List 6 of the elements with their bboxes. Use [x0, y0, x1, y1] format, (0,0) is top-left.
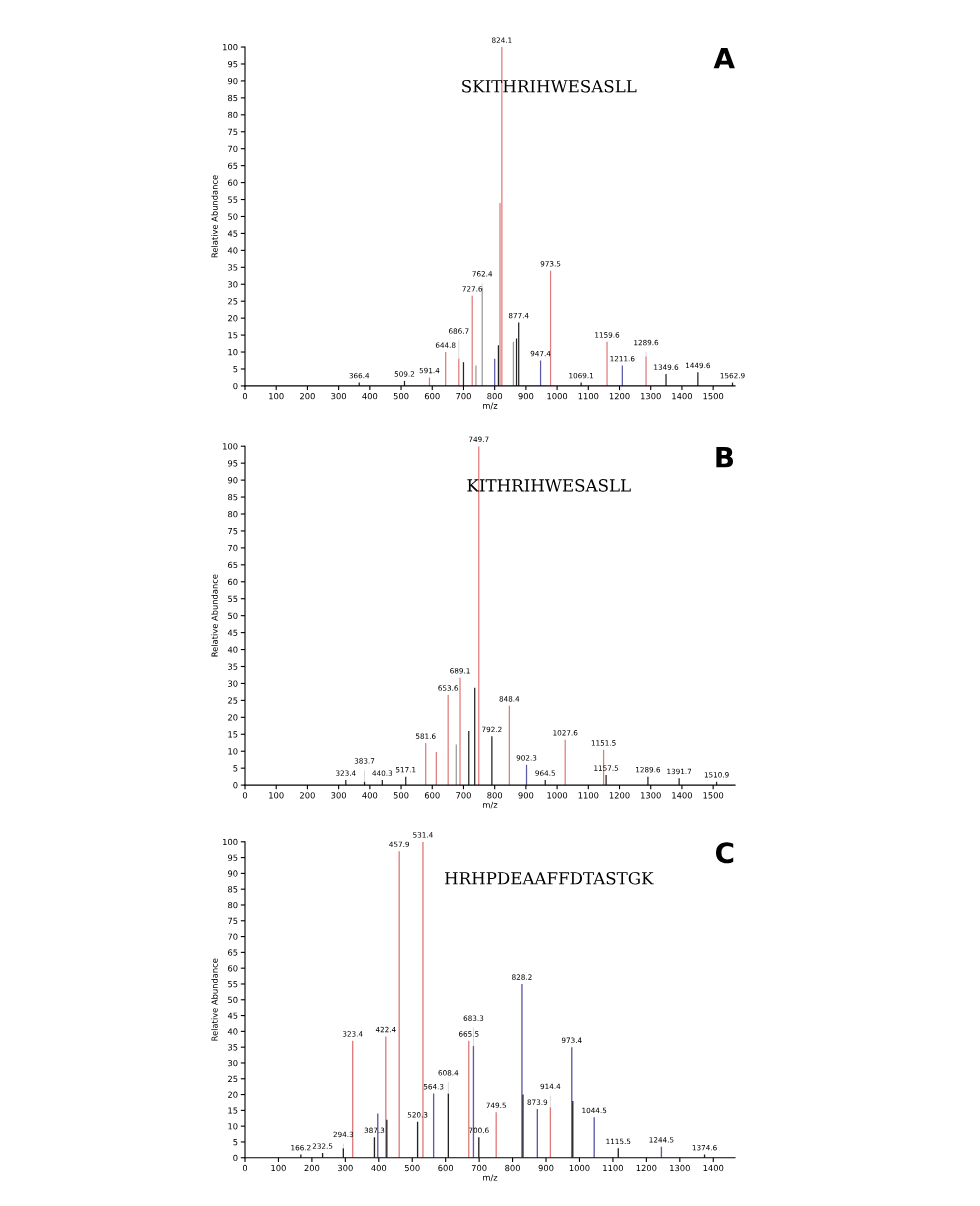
annotation: A	[713, 47, 735, 69]
annotation: HRHPDEAAFFDTASTGK	[444, 871, 654, 885]
annotation: SKITHRIHWESASLL	[462, 79, 637, 93]
annotation: C	[716, 842, 734, 864]
annotation: KITHRIHWESASLL	[467, 479, 631, 492]
annotation: B	[716, 447, 734, 468]
